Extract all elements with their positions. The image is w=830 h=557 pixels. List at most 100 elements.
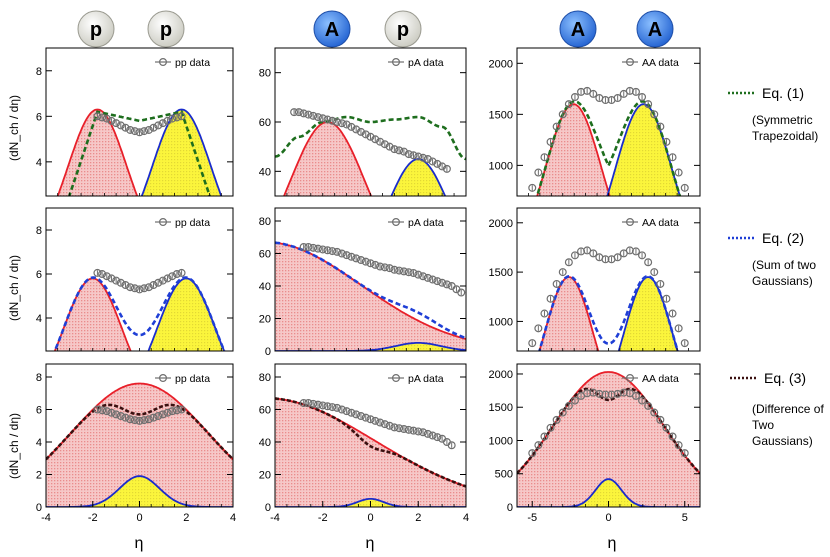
data-point: [619, 249, 628, 258]
data-point: [414, 427, 423, 436]
data-point: [564, 401, 573, 410]
legend-eq1-title: Eq. (1): [762, 85, 804, 101]
panel-legend: pp data: [155, 57, 210, 69]
y-tick-label: 0: [265, 346, 271, 358]
header: p p A p A A: [77, 10, 674, 48]
data-point: [650, 268, 659, 277]
data-point: [309, 399, 318, 408]
data-point: [662, 423, 671, 432]
y-tick-label: 4: [36, 437, 42, 449]
y-tick-label: 2000: [489, 369, 513, 381]
legend-eq3: Eq. (3) (Difference of Two Gaussians): [730, 370, 824, 448]
data-point: [126, 283, 135, 292]
svg-text:p: p: [90, 19, 102, 41]
right-source-area: [46, 278, 233, 351]
y-axis-label-row2: (dN_ch / dη): [7, 413, 21, 479]
data-point: [333, 403, 342, 412]
y-tick-label: 0: [507, 502, 513, 514]
data-point: [328, 403, 337, 412]
legend-eq3-desc-2: Gaussians): [752, 434, 813, 448]
y-axis-labels: (dN_ch / dη) (dN_ch / dη) (dN_ch / dη): [7, 95, 21, 479]
data-point: [409, 269, 418, 278]
data-point: [140, 416, 149, 425]
data-point: [177, 112, 186, 121]
data-point: [144, 283, 153, 292]
data-point: [172, 406, 181, 415]
total-fit-curve: [46, 403, 233, 461]
data-point: [595, 389, 604, 398]
data-point: [583, 389, 592, 398]
panel-legend: pp data: [155, 217, 210, 229]
data-point: [680, 183, 689, 192]
data-point: [601, 255, 610, 264]
data-point: [380, 420, 389, 429]
data-point: [644, 258, 653, 267]
data-point: [656, 122, 665, 131]
data-point: [93, 112, 102, 121]
data-point: [558, 110, 567, 119]
data-point: [323, 115, 332, 124]
data-point: [361, 413, 370, 422]
y-tick-label: 80: [259, 68, 271, 80]
y-tick-label: 40: [259, 166, 271, 178]
data-point: [347, 252, 356, 261]
panel-legend-label: AA data: [642, 217, 679, 229]
data-point: [552, 279, 561, 288]
data-point: [144, 125, 153, 134]
data-point: [116, 121, 125, 130]
panel-legend: pA data: [388, 57, 444, 69]
data-point: [583, 86, 592, 95]
panel-legend: AA data: [622, 373, 679, 385]
data-point: [433, 277, 442, 286]
data-point: [395, 146, 404, 155]
data-point: [680, 339, 689, 348]
y-tick-label: 40: [259, 281, 271, 293]
x-axis-label-col2: η: [608, 535, 617, 552]
data-point: [318, 245, 327, 254]
y-tick-label: 20: [259, 470, 271, 482]
legend-eq2: Eq. (2) (Sum of two Gaussians): [728, 230, 816, 288]
data-point: [163, 274, 172, 283]
data-point: [680, 449, 689, 458]
data-point: [570, 251, 579, 260]
data-point: [168, 407, 177, 416]
data-point: [668, 432, 677, 441]
data-point: [149, 123, 158, 132]
x-tick-label: 0: [136, 512, 142, 524]
y-tick-label: 8: [36, 66, 42, 78]
data-point: [172, 270, 181, 279]
data-point: [121, 413, 130, 422]
data-point: [158, 410, 167, 419]
data-point: [619, 89, 628, 98]
data-point: [318, 401, 327, 410]
panel-legend: pA data: [388, 217, 444, 229]
data-point: [356, 256, 365, 265]
y-tick-label: 2000: [489, 58, 513, 70]
x-tick-label: -4: [41, 512, 51, 524]
y-tick-label: 0: [265, 502, 271, 514]
data-point: [395, 424, 404, 433]
data-point: [304, 110, 313, 119]
data-point: [371, 135, 380, 144]
nucleus-A-col3-right: A: [636, 10, 674, 48]
nucleus-A-col2: A: [313, 10, 351, 48]
y-tick-label: 80: [259, 372, 271, 384]
data-point: [290, 108, 299, 117]
data-point: [668, 153, 677, 162]
data-point: [149, 413, 158, 422]
data-point: [168, 272, 177, 281]
data-point: [409, 151, 418, 160]
data-point: [107, 274, 116, 283]
data-point: [428, 157, 437, 166]
data-point: [390, 423, 399, 432]
data-point: [564, 100, 573, 109]
data-point: [361, 130, 370, 139]
data-point: [534, 441, 543, 450]
panel-legend-marker: [392, 374, 401, 383]
data-point: [631, 87, 640, 96]
left-source-area: [46, 109, 152, 196]
x-tick-label: 2: [183, 512, 189, 524]
data-point: [428, 275, 437, 284]
data-point: [98, 406, 107, 415]
panel-legend-label: pp data: [175, 57, 210, 69]
